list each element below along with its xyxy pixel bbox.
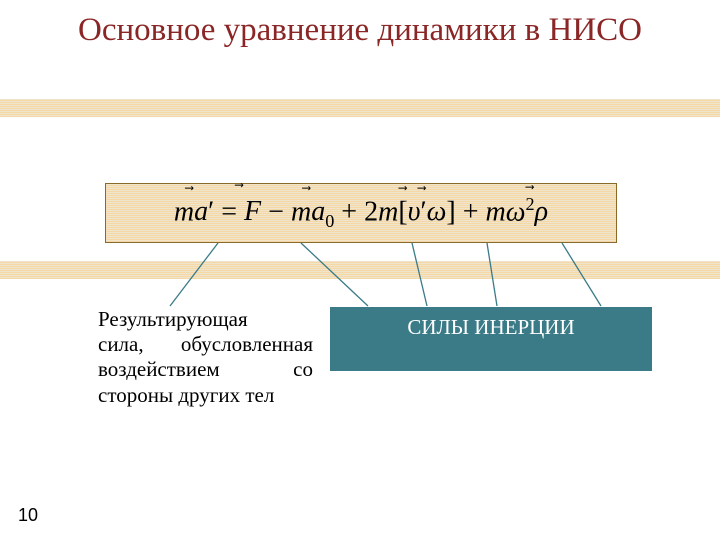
desc-line: сила,обусловленная — [98, 332, 313, 357]
inertia-label: СИЛЫ ИНЕРЦИИ — [407, 315, 574, 340]
equation: m⃗a′ = ⃗F − m⃗a0 + 2m[⃗υ′⃗ω] + mω2⃗ρ — [174, 194, 548, 232]
desc-line: воздействиемсо — [98, 357, 313, 382]
page-number: 10 — [18, 505, 38, 526]
bg-stripe-bottom — [0, 261, 720, 279]
slide-title: Основное уравнение динамики в НИСО — [0, 12, 720, 50]
resultant-force-description: Результирующая сила,обусловленная воздей… — [98, 307, 313, 408]
equation-box: m⃗a′ = ⃗F − m⃗a0 + 2m[⃗υ′⃗ω] + mω2⃗ρ — [105, 183, 617, 243]
desc-line: стороны других тел — [98, 383, 313, 408]
slide: Основное уравнение динамики в НИСО m⃗a′ … — [0, 0, 720, 540]
bg-stripe-top — [0, 99, 720, 117]
inertia-forces-box: СИЛЫ ИНЕРЦИИ — [330, 307, 652, 371]
desc-line: Результирующая — [98, 307, 313, 332]
